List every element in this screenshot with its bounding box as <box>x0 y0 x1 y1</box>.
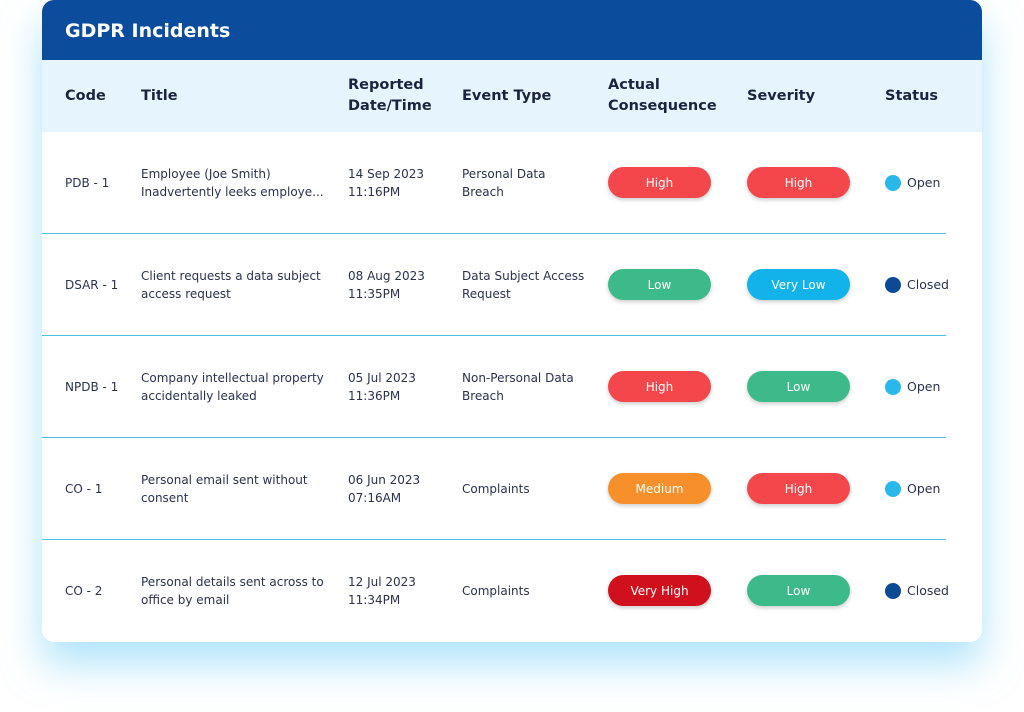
reported: 08 Aug 2023 11:35PM <box>348 267 462 303</box>
status: Closed <box>885 276 975 294</box>
incidents-card: GDPR Incidents Code Title Reported Date/… <box>42 0 982 642</box>
status-dot <box>885 582 901 599</box>
time: 11:36PM <box>348 388 401 403</box>
status: Closed <box>885 582 975 600</box>
consequence-badge: Very High <box>608 575 711 606</box>
table-row[interactable]: CO - 2 Personal details sent across to o… <box>42 539 949 641</box>
status-text: Closed <box>907 276 949 292</box>
title: Client requests a data subject access re… <box>141 268 321 301</box>
column-header: Code <box>65 87 106 104</box>
status-text: Open <box>907 378 941 394</box>
column-header: Severity <box>747 87 816 104</box>
consequence-badge: Medium <box>608 473 711 504</box>
status-text: Open <box>907 174 941 190</box>
status-text: Open <box>907 480 941 496</box>
reported: 05 Jul 2023 11:36PM <box>348 369 462 405</box>
reported: 12 Jul 2023 11:34PM <box>348 573 462 609</box>
code: CO - 2 <box>65 583 103 598</box>
event-type: Non-Personal Data Breach <box>462 370 574 403</box>
consequence-badge: High <box>608 371 711 402</box>
code: CO - 1 <box>65 481 103 496</box>
status: Open <box>885 480 975 498</box>
column-header: Event Type <box>462 87 552 104</box>
status: Open <box>885 378 975 396</box>
severity-badge: High <box>747 167 850 198</box>
date: 08 Aug 2023 <box>348 268 425 283</box>
date: 12 Jul 2023 <box>348 574 416 589</box>
status-dot <box>885 276 901 293</box>
status-dot <box>885 378 901 395</box>
status-text: Closed <box>907 582 949 598</box>
status-dot <box>885 480 901 497</box>
column-header: Status <box>885 87 939 104</box>
reported: 14 Sep 2023 11:16PM <box>348 165 462 201</box>
severity-badge: Low <box>747 371 850 402</box>
time: 07:16AM <box>348 490 402 505</box>
time: 11:35PM <box>348 286 401 301</box>
column-header: Title <box>141 87 178 104</box>
column-header: Reported Date/Time <box>348 77 432 114</box>
column-header: Actual Consequence <box>608 77 717 114</box>
severity-badge: High <box>747 473 850 504</box>
time: 11:34PM <box>348 592 401 607</box>
table-header: Code Title Reported Date/Time Event Type… <box>42 60 982 132</box>
date: 14 Sep 2023 <box>348 166 425 181</box>
code: NPDB - 1 <box>65 379 119 394</box>
table-row[interactable]: DSAR - 1 Client requests a data subject … <box>42 233 949 335</box>
event-type: Complaints <box>462 583 530 598</box>
severity-badge: Very Low <box>747 269 850 300</box>
status: Open <box>885 174 975 192</box>
consequence-badge: Low <box>608 269 711 300</box>
status-dot <box>885 174 901 191</box>
event-type: Data Subject Access Request <box>462 268 585 301</box>
event-type: Complaints <box>462 481 530 496</box>
event-type: Personal Data Breach <box>462 166 546 199</box>
consequence-badge: High <box>608 167 711 198</box>
table-row[interactable]: NPDB - 1 Company intellectual property a… <box>42 335 946 437</box>
date: 05 Jul 2023 <box>348 370 416 385</box>
table-row[interactable]: CO - 1 Personal email sent without conse… <box>42 437 946 539</box>
title: Personal email sent without consent <box>141 472 308 505</box>
table-row[interactable]: PDB - 1 Employee (Joe Smith) Inadvertent… <box>42 132 946 233</box>
reported: 06 Jun 2023 07:16AM <box>348 471 462 507</box>
time: 11:16PM <box>348 184 401 199</box>
code: DSAR - 1 <box>65 277 119 292</box>
title: Company intellectual property accidental… <box>141 370 324 403</box>
title: Employee (Joe Smith) Inadvertently leeks… <box>141 166 324 199</box>
title: Personal details sent across to office b… <box>141 574 324 607</box>
card-title: GDPR Incidents <box>42 0 982 60</box>
severity-badge: Low <box>747 575 850 606</box>
table-body: PDB - 1 Employee (Joe Smith) Inadvertent… <box>42 132 982 641</box>
code: PDB - 1 <box>65 175 110 190</box>
date: 06 Jun 2023 <box>348 472 421 487</box>
